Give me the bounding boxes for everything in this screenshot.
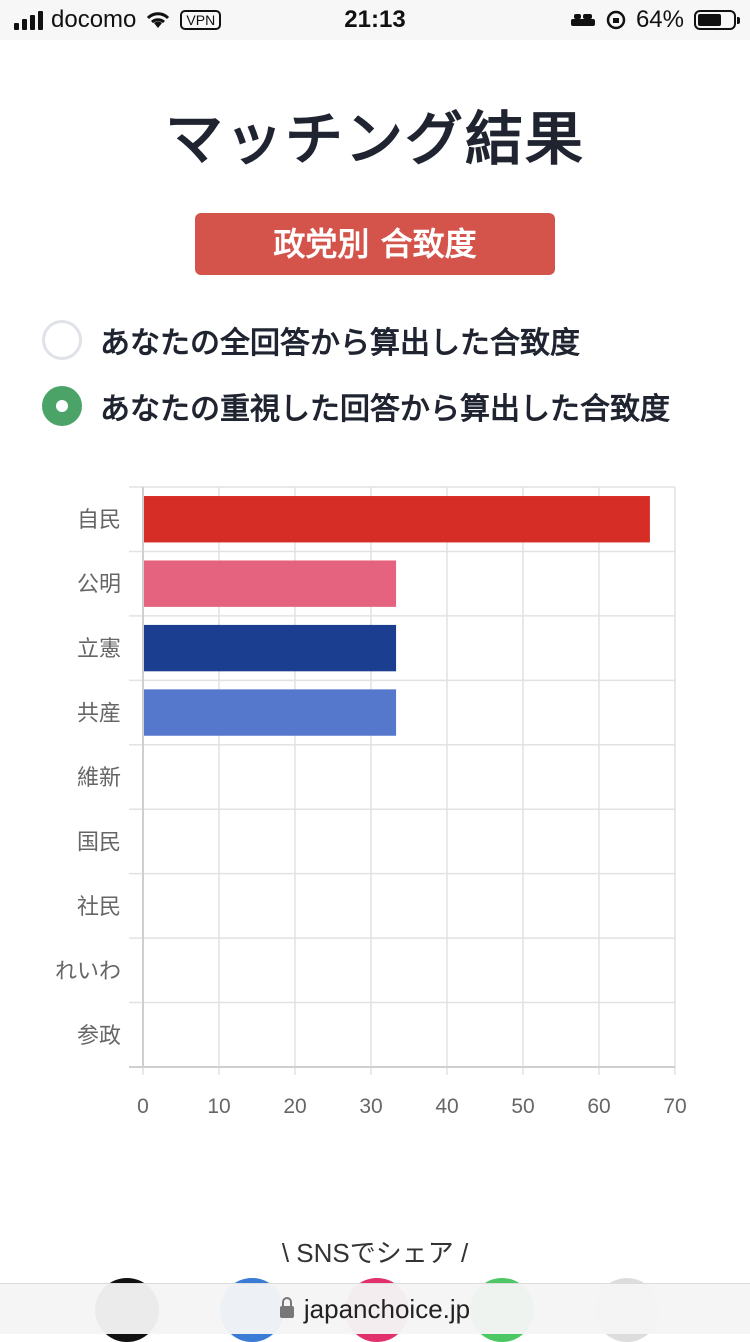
battery-icon — [694, 10, 740, 30]
x-tick-label: 50 — [511, 1095, 534, 1118]
carrier-label: docomo — [51, 6, 137, 33]
x-tick-label: 70 — [663, 1095, 686, 1118]
bar — [144, 689, 397, 736]
x-tick-label: 10 — [207, 1095, 230, 1118]
wifi-icon — [147, 12, 170, 28]
lock-icon — [279, 1297, 294, 1318]
category-label: 社民 — [77, 895, 121, 920]
url-text: japanchoice.jp — [303, 1293, 471, 1324]
bed-icon — [570, 14, 595, 26]
x-tick-label: 20 — [283, 1095, 306, 1118]
category-label: 立憲 — [77, 637, 121, 662]
bar — [144, 624, 397, 672]
category-label: れいわ — [55, 959, 121, 984]
x-tick-label: 30 — [359, 1095, 382, 1118]
page-title: マッチング結果 — [164, 105, 585, 173]
x-tick-label: 0 — [137, 1095, 149, 1118]
vpn-badge: VPN — [180, 10, 222, 30]
category-label: 参政 — [77, 1024, 121, 1049]
category-label: 公明 — [77, 573, 121, 598]
option-important-answers[interactable]: あなたの重視した回答から算出した合致度 — [42, 384, 670, 428]
radio-important-answers[interactable] — [42, 386, 82, 426]
bar — [144, 496, 650, 543]
party-match-tab[interactable]: 政党別 合致度 — [195, 213, 555, 275]
status-bar: docomo VPN 21:13 64% — [0, 0, 750, 40]
rotation-lock-icon — [606, 10, 626, 30]
share-label: \ SNSでシェア / — [281, 1238, 469, 1268]
option-all-answers-label: あなたの全回答から算出した合致度 — [100, 326, 580, 361]
radio-all-answers[interactable] — [42, 320, 82, 360]
clock: 21:13 — [344, 6, 406, 33]
category-label: 国民 — [77, 830, 121, 855]
option-important-answers-label: あなたの重視した回答から算出した合致度 — [100, 392, 670, 427]
browser-url-bar[interactable]: japanchoice.jp — [0, 1283, 750, 1334]
x-tick-label: 40 — [435, 1095, 458, 1118]
bar — [144, 560, 397, 607]
signal-icon — [14, 10, 43, 30]
x-tick-label: 60 — [587, 1095, 610, 1118]
category-label: 維新 — [77, 766, 121, 791]
category-label: 共産 — [77, 702, 121, 727]
battery-percent: 64% — [635, 6, 684, 33]
category-label: 自民 — [77, 508, 121, 533]
option-all-answers[interactable]: あなたの全回答から算出した合致度 — [42, 318, 580, 362]
